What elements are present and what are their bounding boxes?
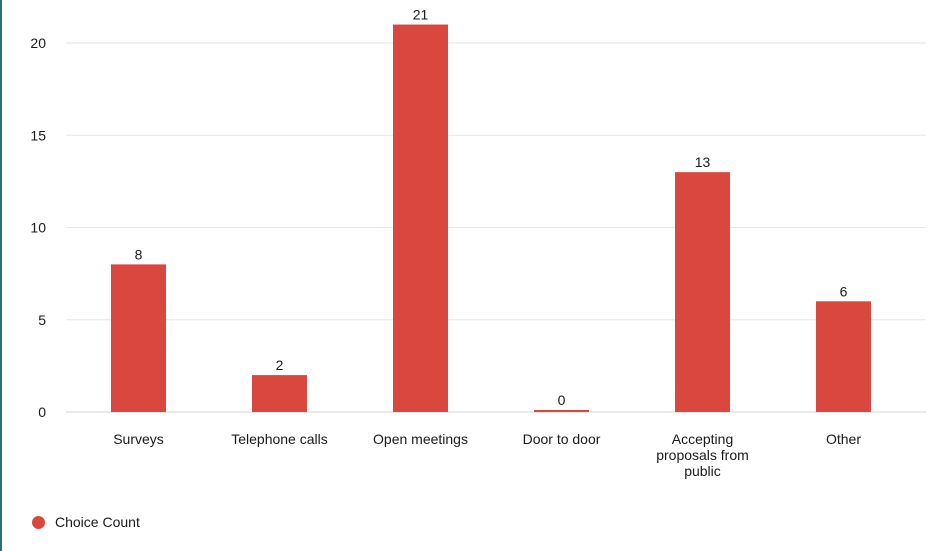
x-tick-label: public [684,463,721,479]
x-tick-label: Surveys [113,431,164,447]
y-tick-label: 15 [30,127,46,143]
data-label: 2 [276,357,284,373]
bar [252,375,307,412]
window-edge [0,0,2,551]
x-tick-label: Telephone calls [231,431,328,447]
grid-lines [66,42,926,413]
x-tick-label: proposals from [656,447,749,463]
bar [675,172,730,412]
x-tick-label: Other [826,431,861,447]
y-tick-label: 5 [38,312,46,328]
x-tick-label: Door to door [523,431,601,447]
bar [816,301,871,412]
legend-swatch [32,515,45,529]
legend-label: Choice Count [55,514,140,530]
legend: Choice Count [32,512,140,532]
bars [111,24,871,413]
data-label: 21 [413,7,429,23]
data-labels: 8 2 21 0 13 6 [135,7,848,408]
x-axis-ticks: Surveys Telephone calls Open meetings Door … [113,431,861,479]
bar [534,410,589,412]
data-label: 6 [840,283,848,299]
data-label: 8 [135,246,143,262]
y-tick-label: 20 [30,35,46,51]
bar [393,24,448,413]
y-tick-label: 10 [30,220,46,236]
y-axis-ticks: 0 5 10 15 20 [30,35,46,420]
bar [111,264,166,412]
x-tick-label: Accepting [672,431,733,447]
data-label: 13 [695,154,711,170]
x-tick-label: Open meetings [373,431,468,447]
y-tick-label: 0 [38,404,46,420]
data-label: 0 [558,392,566,408]
